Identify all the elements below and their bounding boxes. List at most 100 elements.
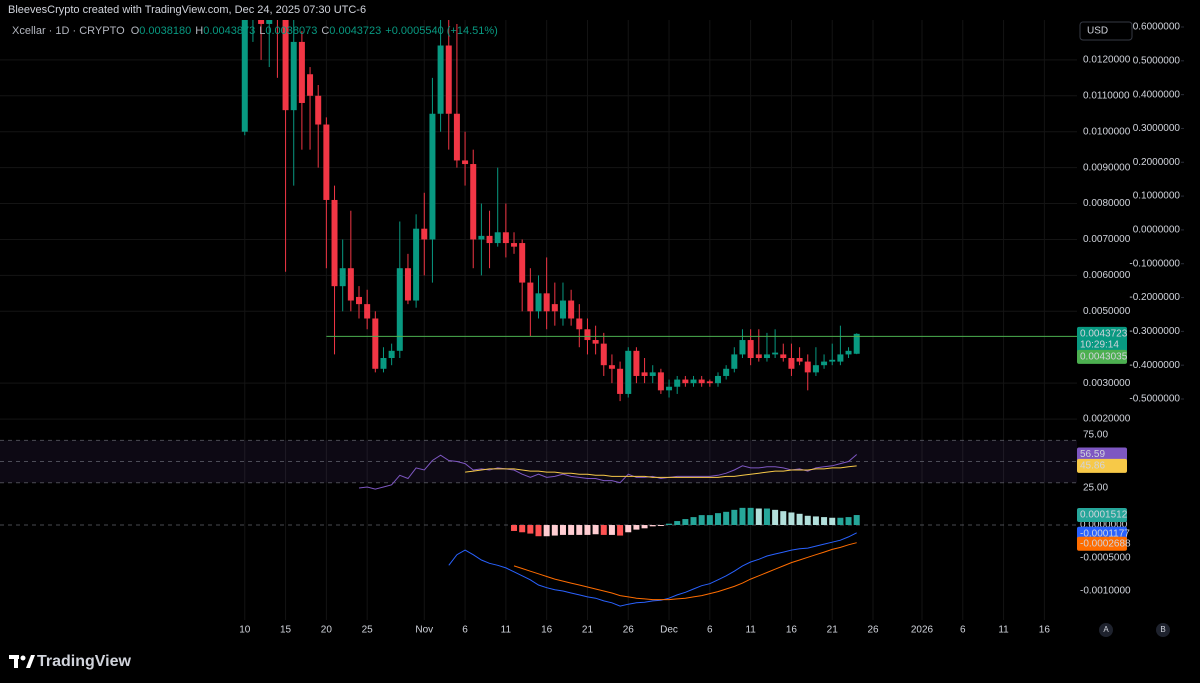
y2-tick-label: -0.2000000: [1129, 292, 1180, 303]
histogram-bar: [543, 525, 550, 537]
ohlc-key: L: [259, 25, 265, 37]
x-tick-label: 11: [745, 625, 756, 636]
rsi-tick-label: 25.00: [1083, 483, 1108, 494]
candle-body: [625, 350, 632, 394]
histogram-bar: [511, 525, 518, 531]
y-tick-label: 0.0120000: [1083, 55, 1131, 66]
x-tick-label: 25: [362, 625, 374, 636]
histogram-bar: [527, 525, 534, 534]
x-tick-label: 10: [239, 625, 251, 636]
histogram-bar: [592, 525, 599, 535]
candle-body: [666, 386, 673, 391]
y-tick-label: 0.0090000: [1083, 162, 1131, 173]
candle-body: [804, 361, 811, 373]
y2-tick-label: 0.4000000: [1133, 89, 1181, 100]
histogram-bar: [666, 523, 673, 526]
b-button[interactable]: [1156, 623, 1170, 637]
histogram-bar: [600, 525, 607, 535]
histogram-bar: [845, 517, 852, 526]
candle-body: [633, 350, 640, 376]
y-tick-label: 0.0060000: [1083, 270, 1131, 281]
y2-tick-label: 0.2000000: [1133, 157, 1181, 168]
histogram-bar: [674, 521, 681, 526]
histogram-bar: [788, 512, 795, 526]
candle-body: [290, 41, 297, 111]
histogram-bar: [519, 525, 526, 533]
value-label: -0.0001177: [1080, 528, 1130, 539]
x-tick-label: 6: [462, 625, 468, 636]
histogram-bar: [723, 511, 730, 526]
candle-body: [576, 318, 583, 330]
histogram-bar: [698, 515, 705, 526]
candle-body: [559, 300, 566, 319]
y2-tick-label: 0.5000000: [1133, 55, 1181, 66]
candle-body: [527, 282, 534, 312]
x-tick-label: 21: [582, 625, 594, 636]
y2-tick-label: -0.1000000: [1129, 258, 1180, 269]
candle-body: [478, 235, 485, 240]
b-label[interactable]: B: [1160, 625, 1165, 634]
value-box: [1077, 508, 1127, 523]
candle-body: [266, 20, 273, 24]
price-pane: [241, 20, 1077, 402]
y-tick-label: 0.0030000: [1083, 378, 1131, 389]
candle-body: [421, 228, 428, 240]
candle-body: [780, 354, 787, 359]
caption: BleevesCrypto created with TradingView.c…: [8, 4, 366, 16]
y-tick-label: 0.0020000: [1083, 414, 1131, 425]
candle-body: [258, 20, 265, 24]
macd-line: [448, 532, 857, 607]
auto-label[interactable]: A: [1103, 625, 1109, 634]
candle-body: [772, 352, 779, 355]
x-tick-label: 11: [998, 625, 1009, 636]
y-tick-label: 0.0080000: [1083, 198, 1131, 209]
ohlc-value: 0.0043723: [329, 25, 381, 37]
candle-body: [657, 372, 664, 391]
histogram-bar: [608, 525, 615, 535]
candle-body: [307, 74, 314, 96]
candle-body: [698, 379, 705, 384]
candle-body: [502, 232, 509, 244]
candle-body: [731, 354, 738, 369]
histogram-bar: [739, 507, 746, 526]
value-box: [1077, 458, 1127, 473]
ohlc-key: O: [131, 25, 140, 37]
histogram-bar: [780, 511, 787, 526]
candle-body: [796, 358, 803, 362]
x-tick-label: 20: [321, 625, 333, 636]
y-tick-label: 0.0050000: [1083, 306, 1131, 317]
histogram-bar: [747, 507, 754, 526]
indicator-panes: [0, 439, 1077, 607]
auto-button[interactable]: [1099, 623, 1113, 637]
candle-body: [592, 340, 599, 344]
candle-body: [568, 300, 575, 319]
y2-tick-label: -0.4000000: [1129, 360, 1180, 371]
value-label: 0.0043035: [1080, 351, 1128, 362]
candle-body: [706, 381, 713, 384]
logo: [9, 655, 35, 668]
candle-body: [519, 243, 526, 283]
candle-body: [617, 368, 624, 394]
x-tick-label: 15: [280, 625, 292, 636]
y2-tick-label: -0.5000000: [1129, 394, 1180, 405]
currency[interactable]: USD: [1087, 26, 1108, 37]
candle-body: [674, 379, 681, 387]
x-tick-label: 16: [541, 625, 553, 636]
histogram-bar: [568, 525, 575, 535]
currency-button[interactable]: [1079, 21, 1133, 41]
histogram-bar: [853, 515, 860, 526]
histogram-bar: [690, 517, 697, 526]
candle-body: [715, 375, 721, 384]
rsi-line: [465, 465, 857, 478]
symbol: Xcellar · 1D · CRYPTO: [12, 25, 125, 37]
y2-tick-label: 0.6000000: [1133, 22, 1181, 33]
axes: 10 15 20 25 Nov 6 11 16 21 26 Dec 6 11 16 21 26 2026 6 11 1…: [239, 22, 1184, 636]
histogram-bar: [576, 525, 583, 535]
x-tick-label: 26: [623, 625, 635, 636]
candle-body: [429, 113, 436, 240]
ohlc-key: H: [195, 25, 203, 37]
candle-body: [298, 41, 305, 103]
candle-body: [380, 358, 387, 369]
x-tick-label: Nov: [415, 625, 433, 636]
